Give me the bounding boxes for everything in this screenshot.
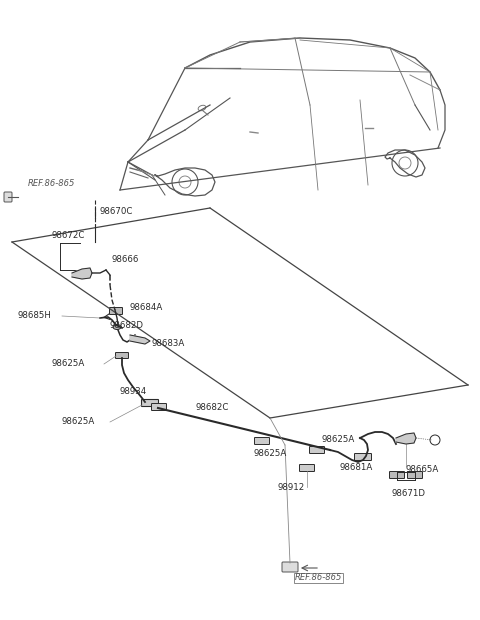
Text: 98670C: 98670C xyxy=(100,208,133,216)
FancyBboxPatch shape xyxy=(254,438,269,445)
FancyBboxPatch shape xyxy=(300,464,314,471)
Text: 98665A: 98665A xyxy=(406,466,439,474)
Text: 98682D: 98682D xyxy=(110,321,144,329)
FancyBboxPatch shape xyxy=(4,192,12,202)
Text: 98681A: 98681A xyxy=(340,463,373,471)
FancyBboxPatch shape xyxy=(142,399,158,407)
Ellipse shape xyxy=(113,324,121,329)
Polygon shape xyxy=(130,335,150,344)
Text: 98625A: 98625A xyxy=(52,360,85,368)
Text: REF.86-865: REF.86-865 xyxy=(295,574,342,583)
Text: 98625A: 98625A xyxy=(253,450,286,459)
Text: 98666: 98666 xyxy=(112,255,139,265)
FancyBboxPatch shape xyxy=(408,471,422,479)
Text: 98672C: 98672C xyxy=(52,231,85,241)
FancyBboxPatch shape xyxy=(109,308,122,314)
FancyBboxPatch shape xyxy=(355,453,372,461)
Text: 98685H: 98685H xyxy=(18,311,52,321)
Text: 98934: 98934 xyxy=(120,388,147,397)
Text: 98683A: 98683A xyxy=(152,339,185,347)
FancyBboxPatch shape xyxy=(116,353,129,358)
Polygon shape xyxy=(396,433,416,444)
Text: 98684A: 98684A xyxy=(130,304,163,312)
Text: 98682C: 98682C xyxy=(195,404,228,412)
FancyBboxPatch shape xyxy=(310,446,324,453)
Text: 98912: 98912 xyxy=(278,482,305,492)
Text: 98625A: 98625A xyxy=(62,417,95,427)
Text: REF.86-865: REF.86-865 xyxy=(28,180,75,188)
FancyBboxPatch shape xyxy=(152,404,167,410)
FancyBboxPatch shape xyxy=(282,562,298,572)
Text: 98671D: 98671D xyxy=(392,490,426,498)
Polygon shape xyxy=(72,268,92,279)
FancyBboxPatch shape xyxy=(389,471,405,479)
Text: 98625A: 98625A xyxy=(322,435,355,445)
